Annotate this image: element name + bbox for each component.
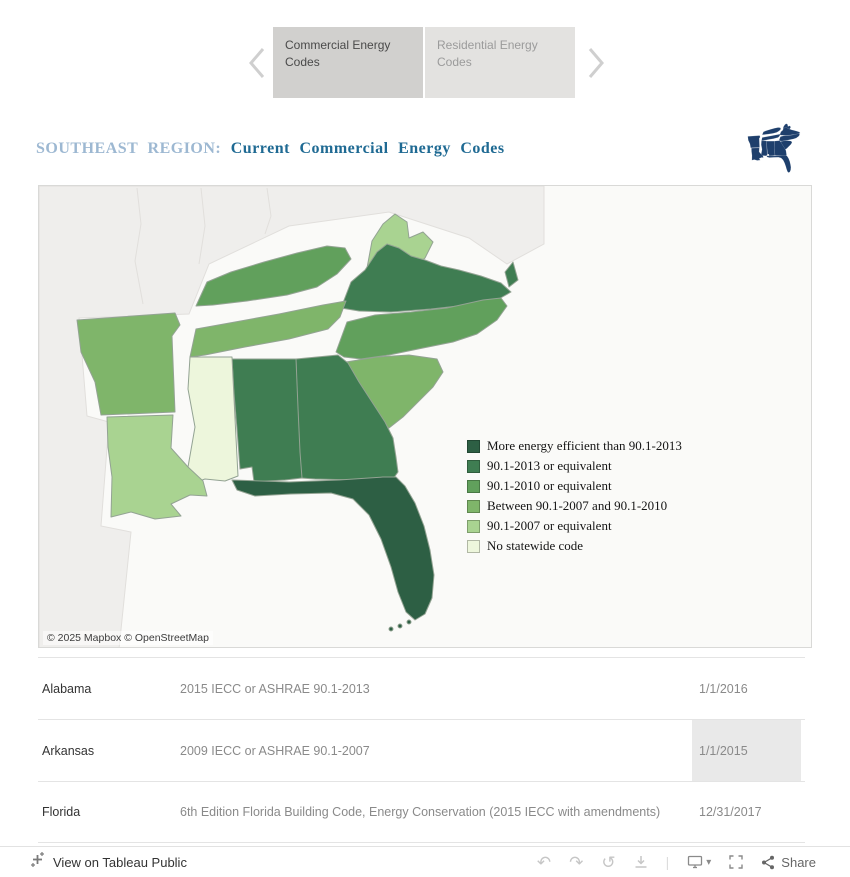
legend-swatch (467, 479, 480, 493)
state-name-cell: Florida (42, 805, 81, 819)
next-tab-chevron-icon[interactable] (587, 46, 605, 80)
chevron-down-icon: ▾ (706, 856, 712, 868)
state-name-cell: Alabama (42, 681, 92, 696)
state-florida[interactable] (231, 476, 435, 621)
table-row[interactable]: Alabama 2015 IECC or ASHRAE 90.1-2013 1/… (38, 657, 805, 719)
legend-swatch (467, 539, 480, 553)
fullscreen-icon[interactable] (729, 855, 743, 869)
state-alabama[interactable] (231, 358, 303, 483)
effective-date-cell: 1/1/2015 (692, 720, 801, 781)
tab-residential-energy-codes[interactable]: Residential Energy Codes (425, 27, 575, 98)
florida-keys (406, 619, 412, 625)
map-out-of-region-land (39, 186, 545, 647)
legend-label: No statewide code (487, 538, 584, 553)
page-title: SOUTHEAST REGION: Current Commercial Ene… (36, 140, 505, 158)
story-tab-bar: Commercial Energy Codes Residential Ener… (0, 0, 850, 110)
legend-swatch (467, 459, 480, 473)
tableau-logo-icon[interactable] (30, 852, 45, 872)
florida-keys (388, 626, 394, 632)
legend-item[interactable]: More energy efficient than 90.1-2013 (467, 436, 682, 456)
map-attribution[interactable]: © 2025 Mapbox © OpenStreetMap (43, 631, 213, 645)
legend-item[interactable]: 90.1-2013 or equivalent (467, 456, 682, 476)
state-arkansas[interactable] (76, 312, 181, 416)
effective-date-cell: 12/31/2017 (699, 805, 762, 819)
legend-label: 90.1-2013 or equivalent (487, 458, 612, 473)
tableau-toolbar: View on Tableau Public ↶ ↷ ↺ | ▾ (0, 846, 850, 877)
legend-label: 90.1-2007 or equivalent (487, 518, 612, 533)
legend-label: 90.1-2010 or equivalent (487, 478, 612, 493)
legend-swatch (467, 519, 480, 533)
legend-swatch (467, 499, 480, 513)
state-louisiana[interactable] (106, 414, 208, 520)
reset-icon[interactable]: ↺ (601, 852, 616, 872)
legend-item[interactable]: Between 90.1-2007 and 90.1-2010 (467, 496, 682, 516)
code-cell: 6th Edition Florida Building Code, Energ… (180, 805, 661, 819)
toolbar-left: View on Tableau Public (30, 852, 187, 872)
tab-commercial-energy-codes[interactable]: Commercial Energy Codes (273, 27, 423, 98)
state-mississippi[interactable] (187, 356, 239, 485)
map-canvas[interactable] (39, 186, 812, 648)
redo-icon[interactable]: ↷ (569, 852, 584, 872)
table-row[interactable]: Arkansas 2009 IECC or ASHRAE 90.1-2007 1… (38, 719, 805, 781)
florida-keys (397, 623, 403, 629)
toolbar-separator: | (665, 854, 670, 870)
legend-label: Between 90.1-2007 and 90.1-2010 (487, 498, 668, 513)
view-on-tableau-public-link[interactable]: View on Tableau Public (53, 854, 187, 870)
map-legend: More energy efficient than 90.1-2013 90.… (467, 436, 682, 556)
prev-tab-chevron-icon[interactable] (248, 46, 266, 80)
device-preview-button[interactable]: ▾ (687, 855, 711, 869)
state-tennessee[interactable] (189, 300, 347, 358)
table-row[interactable]: Florida 6th Edition Florida Building Cod… (38, 781, 805, 843)
southeast-region-map-icon (746, 122, 802, 174)
title-subtitle-label: Current Commercial Energy Codes (230, 140, 505, 157)
legend-swatch (467, 439, 480, 453)
legend-item[interactable]: 90.1-2010 or equivalent (467, 476, 682, 496)
share-button[interactable]: Share (761, 855, 816, 870)
state-virginia-eastern-shore[interactable] (504, 261, 519, 288)
choropleth-map[interactable]: More energy efficient than 90.1-2013 90.… (38, 185, 812, 648)
toolbar-right: ↶ ↷ ↺ | ▾ (537, 854, 816, 871)
download-icon[interactable] (634, 855, 648, 869)
state-name-cell: Arkansas (42, 743, 95, 758)
code-cell: 2015 IECC or ASHRAE 90.1-2013 (180, 681, 370, 696)
undo-icon[interactable]: ↶ (536, 852, 552, 872)
legend-label: More energy efficient than 90.1-2013 (487, 438, 682, 453)
state-virginia[interactable] (340, 243, 512, 313)
legend-item[interactable]: 90.1-2007 or equivalent (467, 516, 682, 536)
share-label: Share (781, 854, 816, 870)
state-kentucky[interactable] (195, 245, 352, 307)
title-region-label: SOUTHEAST REGION: (36, 140, 222, 157)
code-cell: 2009 IECC or ASHRAE 90.1-2007 (180, 743, 370, 758)
legend-item[interactable]: No statewide code (467, 536, 682, 556)
effective-date-cell: 1/1/2016 (699, 681, 748, 696)
state-codes-table: Alabama 2015 IECC or ASHRAE 90.1-2013 1/… (38, 657, 805, 843)
